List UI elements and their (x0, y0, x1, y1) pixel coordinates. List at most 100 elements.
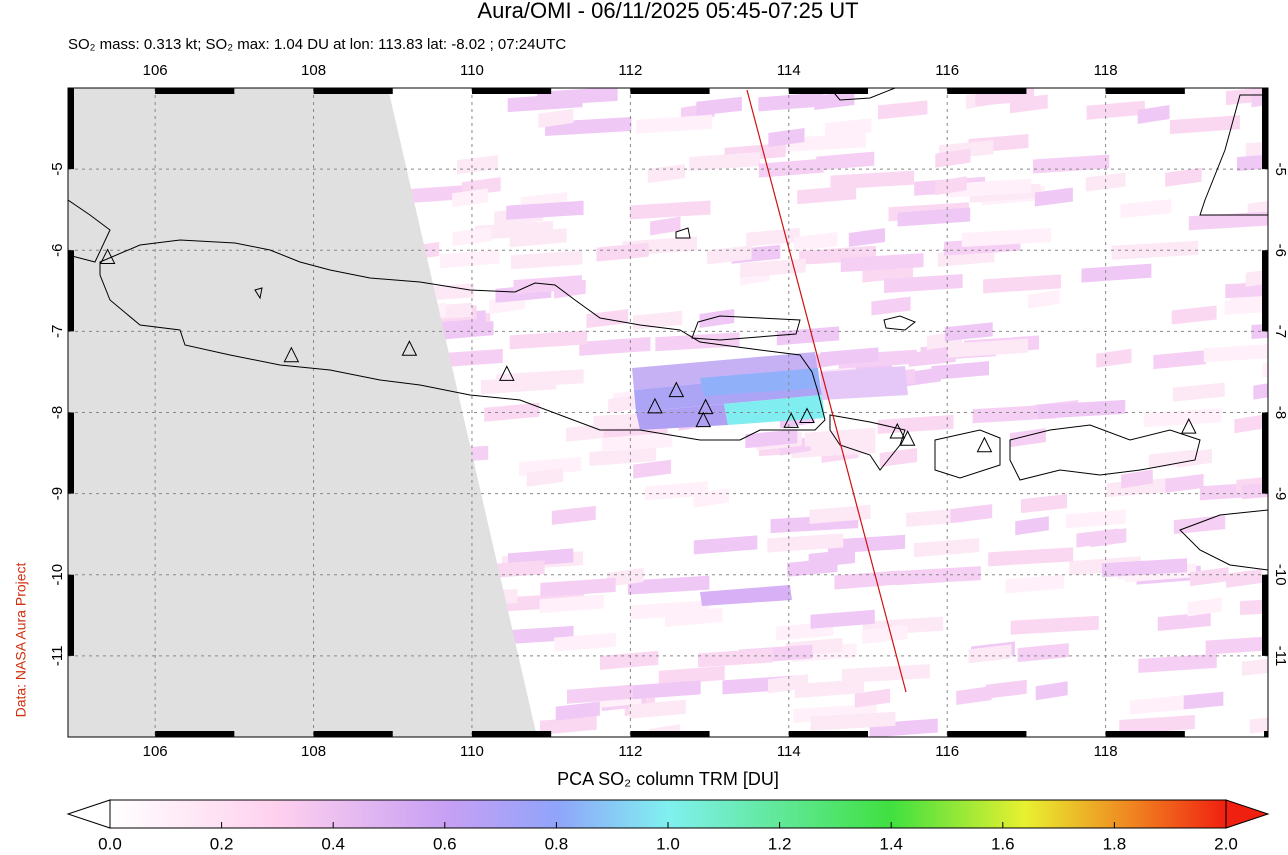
lon-tick-label: 108 (301, 62, 326, 79)
so2-pixel (1249, 717, 1268, 734)
so2-pixel (1165, 473, 1204, 493)
so2-pixel (1119, 715, 1195, 735)
lat-tick-label: -10 (49, 564, 66, 586)
frame-bar (630, 88, 710, 94)
frame-bar (68, 88, 74, 170)
lat-tick-label: -9 (1272, 487, 1288, 500)
volcano (799, 407, 815, 424)
so2-pixel (931, 361, 990, 381)
lon-tick-label: 106 (143, 62, 168, 79)
lon-tick-label: 116 (935, 743, 959, 760)
so2-pixel (983, 274, 1061, 294)
frame-bar (1262, 88, 1268, 170)
so2-pixel (475, 220, 554, 240)
colorbar-tick-label: 1.2 (768, 834, 792, 853)
lon-tick-label: 112 (618, 743, 642, 760)
lon-tick-label: 106 (143, 743, 168, 760)
frame-bar (471, 731, 552, 737)
frame-bar (1262, 412, 1268, 494)
so2-pixel (1225, 281, 1268, 299)
so2-pixel (809, 504, 871, 524)
so2-pixel (698, 648, 773, 668)
so2-pixel (1081, 263, 1152, 283)
so2-pixel (1138, 653, 1217, 673)
map-border (67, 87, 1269, 738)
so2-pixel (551, 505, 596, 525)
so2-pixel (645, 481, 708, 501)
lat-tick-label: -6 (49, 244, 66, 257)
so2-pixel (830, 170, 915, 190)
so2-pixel (946, 178, 1032, 198)
so2-pixel (1157, 612, 1211, 632)
so2-pixel (824, 118, 872, 138)
lat-tick-label: -10 (1272, 564, 1288, 586)
so2-pixel (740, 258, 806, 278)
so2-pixel (1020, 494, 1067, 514)
so2-pixel (1148, 449, 1197, 469)
so2-pixel (1171, 305, 1217, 325)
so2-pixel (1153, 350, 1207, 370)
so2-pixel (854, 688, 891, 708)
lat-tick-label: -5 (49, 162, 66, 175)
lat-tick-label: -8 (1272, 406, 1288, 419)
coastlines (68, 88, 1268, 571)
volcano (668, 381, 685, 398)
so2-pixel (820, 347, 879, 367)
frame-bar (155, 731, 235, 737)
so2-pixel (1234, 414, 1267, 434)
frame-bar (947, 88, 1027, 94)
so2-pixel (935, 148, 971, 168)
so2-pixel (810, 711, 896, 731)
so2-pixel (579, 336, 651, 356)
so2-pixel (1241, 658, 1268, 676)
so2-pixel (1165, 167, 1202, 187)
so2-pixel (1129, 695, 1184, 715)
so2-pixel (758, 92, 824, 112)
lat-tick-label: -8 (49, 406, 66, 419)
lon-tick-label: 114 (777, 62, 801, 79)
volcano (783, 412, 799, 428)
frame-bar (947, 731, 1027, 737)
volcano (647, 397, 663, 414)
so2-pixel (630, 600, 709, 620)
so2-pixel (871, 296, 911, 316)
frame-bar (1262, 250, 1268, 332)
colorbar-tick-label: 1.8 (1103, 834, 1127, 853)
frame-bar (788, 88, 868, 94)
so2-pixel (696, 96, 742, 116)
so2-pixel (439, 249, 500, 269)
so2-pixel (1086, 100, 1145, 120)
frame-bar (68, 574, 74, 656)
so2-pixel (1172, 382, 1225, 402)
lon-tick-label: 114 (777, 743, 801, 760)
so2-pixel (1137, 104, 1170, 124)
so2-pixel (879, 447, 918, 467)
colorbar-low-arrow (66, 799, 111, 829)
so2-pixel (1027, 289, 1060, 309)
so2-pixel (834, 570, 900, 590)
so2-pixel (816, 151, 875, 171)
so2-pixel (988, 547, 1074, 567)
colorbar-tick-label: 0.6 (433, 834, 457, 853)
map-area (68, 88, 1268, 737)
so2-pixel (961, 227, 1052, 247)
so2-pixel (1035, 681, 1068, 701)
lat-tick-label: -6 (1272, 244, 1288, 257)
so2-pixel (1224, 297, 1268, 315)
lon-tick-label: 110 (460, 743, 484, 760)
lat-tick-label: -11 (1272, 646, 1288, 667)
so2-pixel (1010, 615, 1099, 635)
so2-pixel (1121, 469, 1153, 489)
frame-bar (313, 88, 393, 94)
colorbar-tick-label: 0.2 (210, 834, 234, 853)
so2-pixel (794, 679, 865, 699)
so2-pixel (758, 158, 824, 178)
frame-bar (155, 88, 235, 94)
so2-pixel (848, 228, 885, 248)
so2-pixel (689, 152, 761, 172)
so2-pixel (877, 100, 928, 120)
so2-pixel (1205, 636, 1268, 655)
side-label: Data: NASA Aura Project (13, 562, 29, 717)
so2-pixel (586, 309, 629, 329)
